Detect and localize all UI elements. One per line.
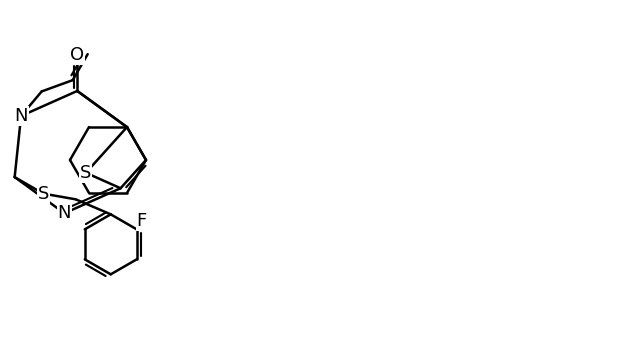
Text: S: S bbox=[80, 164, 92, 182]
Text: N: N bbox=[58, 204, 71, 222]
Text: O: O bbox=[70, 46, 84, 64]
Text: N: N bbox=[14, 107, 28, 125]
Text: S: S bbox=[38, 185, 49, 202]
Text: F: F bbox=[136, 212, 147, 230]
